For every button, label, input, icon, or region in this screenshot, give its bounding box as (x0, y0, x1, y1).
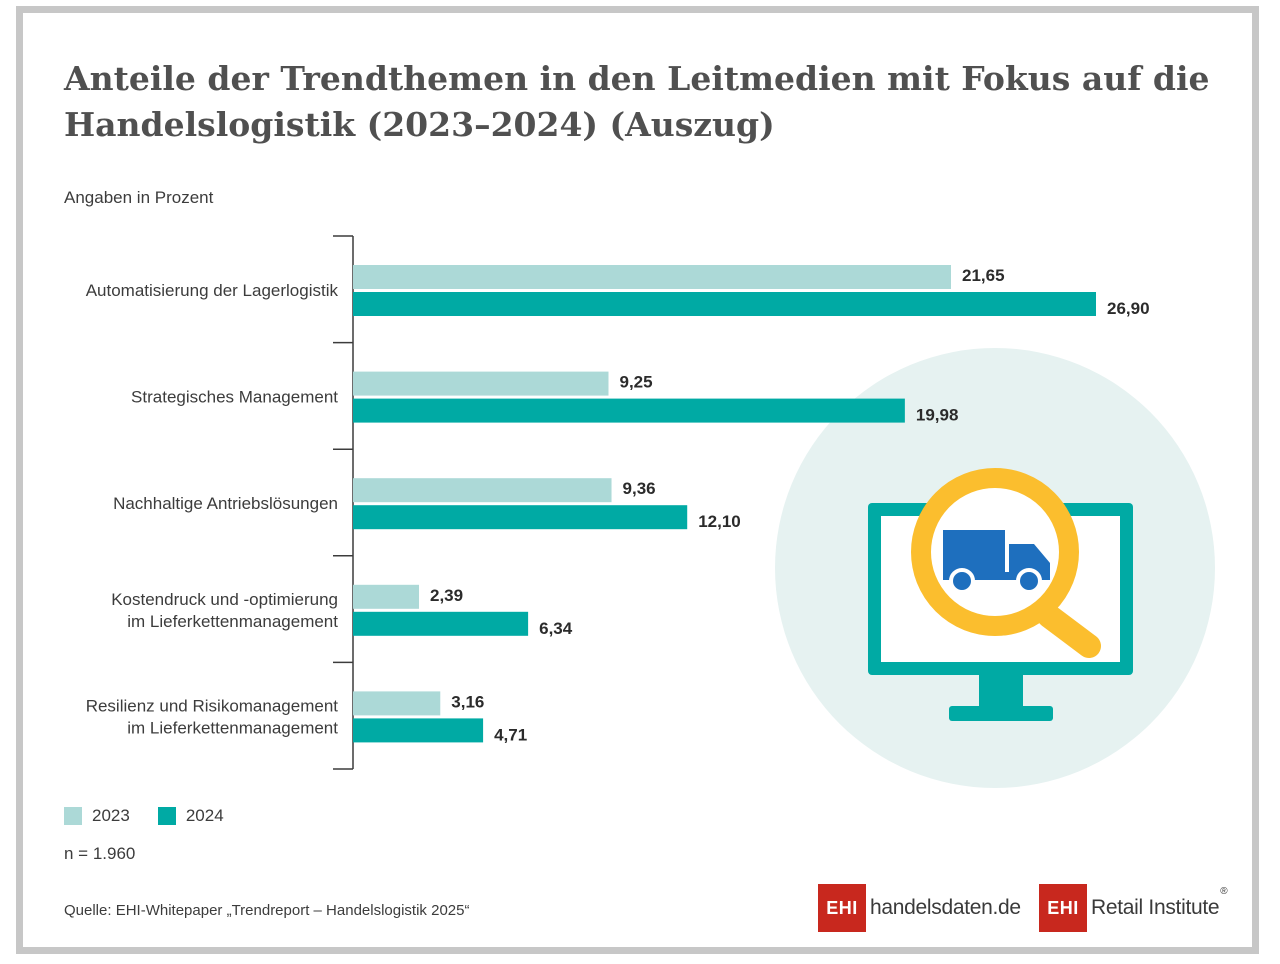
legend-label-2024: 2024 (185, 806, 224, 825)
category-label: im Lieferkettenmanagement (127, 718, 338, 737)
logo-ehi-retail-institute: EHI Retail Institute® (1039, 884, 1228, 932)
data-label-2023: 9,36 (623, 479, 656, 498)
logo-ehi-text: Retail Institute (1091, 896, 1220, 919)
chart-subtitle: Angaben in Prozent (64, 188, 214, 207)
data-label-2024: 4,71 (494, 725, 527, 744)
labels: Automatisierung der Lagerlogistik 21,65 26… (86, 266, 1150, 744)
bar-2023 (353, 371, 609, 396)
illustration (775, 348, 1215, 788)
source-note: Quelle: EHI-Whitepaper „Trendreport – Ha… (64, 902, 470, 919)
bar-2023 (353, 584, 420, 609)
bar-2024 (353, 505, 688, 530)
legend-swatch-2023 (64, 807, 82, 825)
category-label: Kostendruck und -optimierung (111, 590, 338, 609)
registered-mark: ® (1220, 886, 1228, 897)
bar-2023 (353, 691, 441, 716)
data-label-2024: 6,34 (539, 619, 573, 638)
data-label-2024: 19,98 (916, 406, 959, 425)
legend-item-2024: 2024 (157, 806, 224, 826)
category-label: Strategisches Management (131, 388, 338, 407)
bar-2023 (353, 265, 951, 289)
logo-handelsdaten-text: handelsdaten.de (870, 896, 1021, 919)
logo-ehi-box: EHI (1039, 884, 1087, 932)
legend: 2023 2024 (64, 806, 252, 826)
data-label-2023: 9,25 (619, 373, 652, 392)
bars (353, 265, 1096, 743)
category-label: im Lieferkettenmanagement (127, 612, 338, 631)
data-label-2024: 26,90 (1107, 299, 1150, 318)
bar-2024 (353, 718, 484, 743)
bar-2024 (353, 398, 905, 423)
bar-2023 (353, 478, 612, 503)
category-label: Resilienz und Risikomanagement (86, 696, 339, 715)
bar-2024 (353, 292, 1096, 316)
logo-handelsdaten-box: EHI (818, 884, 866, 932)
bar-2024 (353, 611, 529, 636)
logo-ehi-text-wrap: Retail Institute® (1091, 886, 1228, 920)
truck-icon (943, 530, 1050, 594)
category-axis (333, 235, 354, 770)
data-label-2023: 21,65 (962, 266, 1005, 285)
legend-label-2023: 2023 (92, 806, 130, 825)
data-label-2023: 3,16 (451, 692, 484, 711)
data-label-2023: 2,39 (430, 586, 463, 605)
category-label: Automatisierung der Lagerlogistik (86, 281, 339, 300)
category-label: Nachhaltige Antriebslösungen (113, 494, 338, 513)
legend-item-2023: 2023 (64, 806, 130, 826)
sample-size-note: n = 1.960 (64, 844, 136, 863)
data-label-2024: 12,10 (698, 512, 741, 531)
legend-swatch-2024 (157, 807, 176, 825)
logo-handelsdaten: EHI handelsdaten.de (818, 884, 1021, 932)
chart-title: Anteile der Trendthemen in den Leitmedie… (64, 59, 1210, 144)
